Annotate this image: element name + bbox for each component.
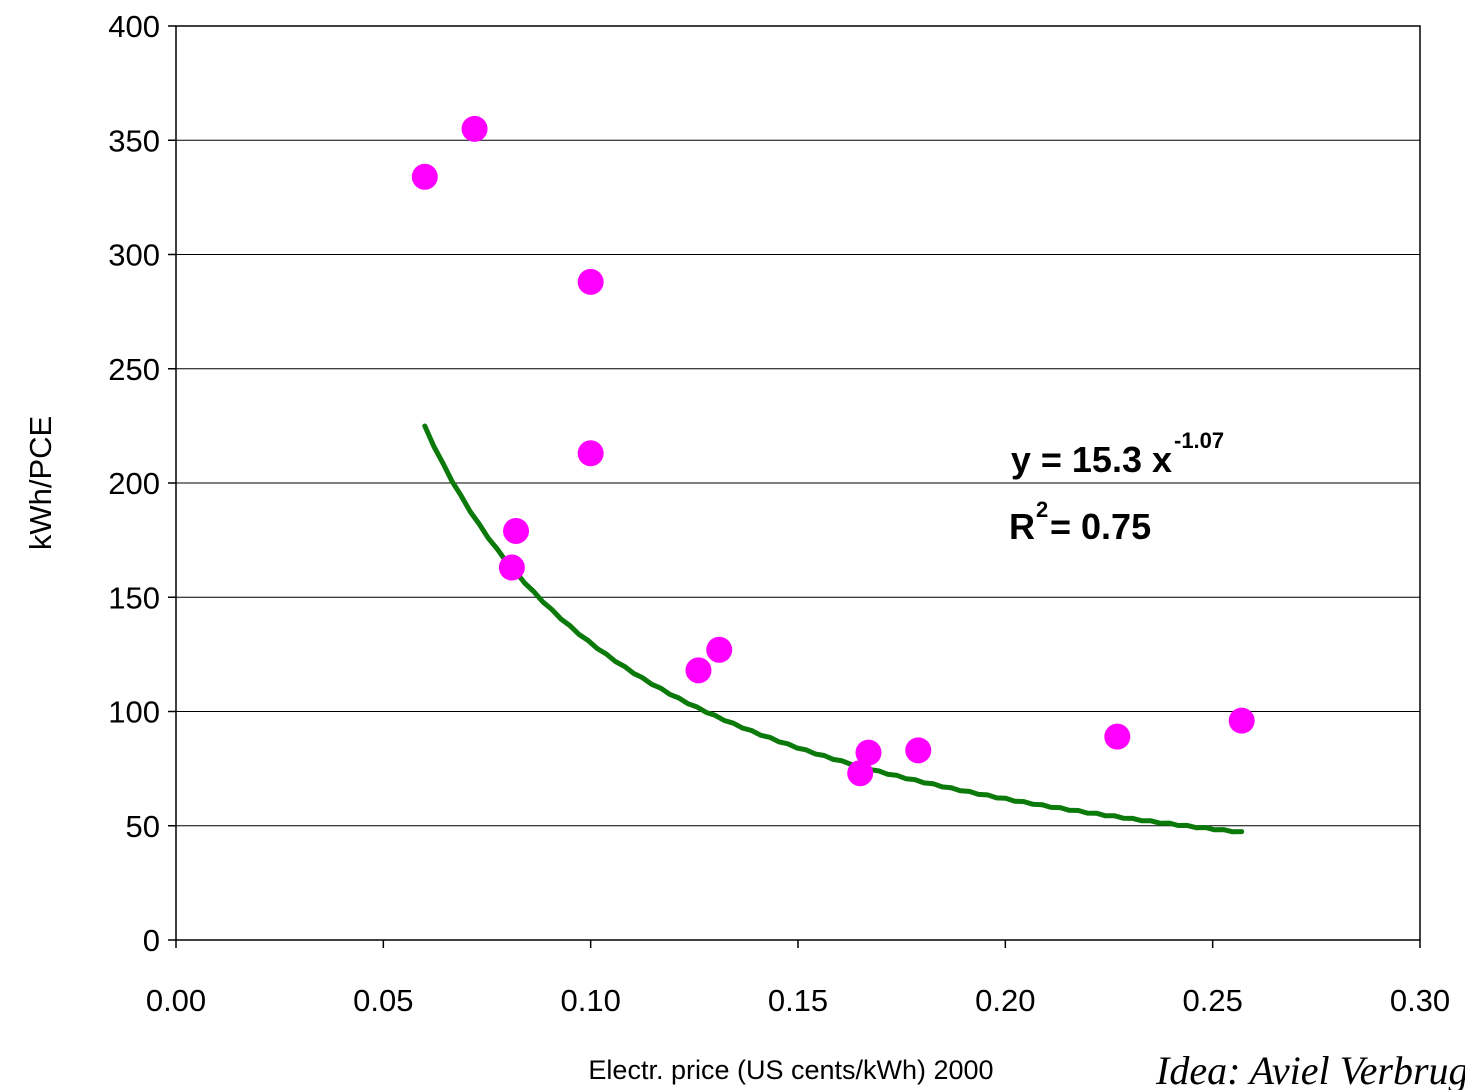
- y-tick-label: 100: [108, 695, 160, 730]
- equation-exponent: -1.07: [1174, 428, 1224, 453]
- x-tick-label: 0.05: [353, 983, 413, 1018]
- x-tick-label: 0.00: [146, 983, 206, 1018]
- data-points: [411, 115, 1255, 787]
- x-tick-label: 0.15: [768, 983, 828, 1018]
- data-point: [577, 440, 604, 467]
- y-tick-label: 150: [108, 580, 160, 615]
- trend-equation: y = 15.3 x -1.07: [1011, 428, 1224, 480]
- x-axis: 0.00 0.05 0.10 0.15 0.20 0.25 0.30: [146, 940, 1450, 1018]
- data-point: [1104, 723, 1131, 750]
- y-tick-label: 300: [108, 238, 160, 273]
- r-squared: R 2 = 0.75: [1009, 497, 1151, 547]
- x-axis-title: Electr. price (US cents/kWh) 2000: [588, 1055, 993, 1085]
- x-tick-label: 0.10: [560, 983, 620, 1018]
- y-tick-label: 0: [143, 923, 160, 958]
- y-tick-label: 200: [108, 466, 160, 501]
- data-point: [685, 657, 712, 684]
- data-point: [706, 636, 733, 663]
- y-tick-label: 250: [108, 352, 160, 387]
- data-point: [503, 517, 530, 544]
- r-squared-superscript: 2: [1036, 497, 1048, 522]
- trendline: [422, 423, 1245, 835]
- gridlines: [176, 139, 1420, 827]
- data-point: [461, 115, 488, 142]
- data-point: [498, 554, 525, 581]
- equation-main: y = 15.3 x: [1011, 439, 1172, 480]
- y-axis-title: kWh/PCE: [23, 416, 58, 550]
- y-tick-label: 50: [126, 809, 160, 844]
- r-squared-label: R: [1009, 506, 1035, 547]
- data-point: [411, 163, 438, 190]
- data-point: [905, 737, 932, 764]
- data-point: [1228, 707, 1255, 734]
- data-point: [847, 760, 874, 787]
- r-squared-value: = 0.75: [1050, 506, 1151, 547]
- credit: Idea: Aviel Verbruggen: [1155, 1048, 1465, 1090]
- y-tick-label: 400: [108, 9, 160, 44]
- y-tick-label: 350: [108, 123, 160, 158]
- x-tick-label: 0.30: [1390, 983, 1450, 1018]
- data-point: [577, 268, 604, 295]
- x-tick-label: 0.25: [1182, 983, 1242, 1018]
- data-point: [855, 739, 882, 766]
- y-axis: 0 50 100 150 200 250 300 350 400: [108, 9, 176, 958]
- x-tick-label: 0.20: [975, 983, 1035, 1018]
